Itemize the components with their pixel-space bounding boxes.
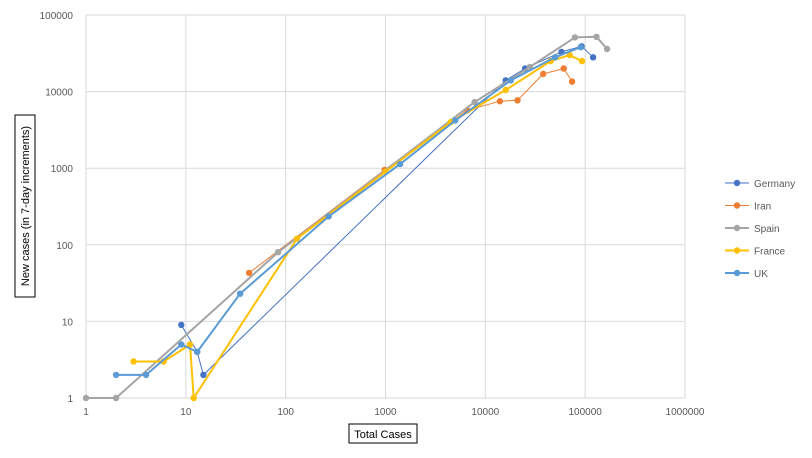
data-point-iran xyxy=(560,65,567,72)
data-point-france xyxy=(293,235,301,242)
y-axis-title-box xyxy=(14,114,36,298)
x-axis-title-box xyxy=(348,423,418,444)
x-tick-label: 100 xyxy=(277,407,294,418)
y-tick-label: 1000 xyxy=(51,164,74,175)
data-point-uk xyxy=(396,160,404,168)
x-tick-label: 10000 xyxy=(471,407,499,418)
data-point-iran xyxy=(245,269,253,277)
y-tick-label: 10000 xyxy=(45,88,73,99)
data-point-uk xyxy=(142,371,150,379)
data-point-uk xyxy=(577,44,584,51)
data-point-uk xyxy=(236,290,244,297)
data-point-iran xyxy=(540,70,547,78)
legend-label-spain: Spain xyxy=(754,224,780,235)
x-tick-label: 1000000 xyxy=(666,407,705,418)
series-spain xyxy=(82,33,611,402)
data-point-uk xyxy=(507,77,514,84)
data-point-france xyxy=(502,86,509,94)
x-tick-label: 10 xyxy=(180,407,192,418)
legend-item-iran: Iran xyxy=(725,202,771,213)
y-tick-label: 100 xyxy=(56,241,73,252)
series-uk xyxy=(112,44,584,379)
data-point-uk xyxy=(112,371,120,379)
y-tick-label: 10 xyxy=(62,317,74,328)
data-point-france xyxy=(186,341,194,348)
legend-label-france: France xyxy=(754,247,786,258)
data-point-spain xyxy=(571,34,579,41)
data-point-france xyxy=(130,358,137,365)
data-point-france xyxy=(566,51,573,59)
data-point-france xyxy=(578,57,586,65)
legend-item-france: France xyxy=(725,247,786,258)
legend-marker-iran xyxy=(733,202,741,209)
y-tick-label: 100000 xyxy=(40,11,74,22)
legend-item-uk: UK xyxy=(725,269,768,280)
y-axis-title-group: New cases (in 7-day increments) xyxy=(14,114,36,298)
data-point-spain xyxy=(82,394,90,402)
legend-item-germany: Germany xyxy=(725,179,795,190)
legend-label-germany: Germany xyxy=(754,179,795,190)
data-point-uk xyxy=(178,341,185,348)
data-point-iran xyxy=(496,98,504,105)
legend-marker-germany xyxy=(733,179,741,187)
data-point-uk xyxy=(551,54,559,61)
data-point-germany xyxy=(200,371,207,379)
x-tick-label: 100000 xyxy=(568,407,602,418)
legend-label-iran: Iran xyxy=(754,202,771,213)
data-point-iran xyxy=(568,78,576,85)
legend-marker-uk xyxy=(733,269,741,277)
legend: Germany Iran Spain France UK xyxy=(725,179,795,280)
data-point-spain xyxy=(603,45,611,53)
legend-marker-spain xyxy=(733,224,741,232)
y-axis-title: New cases (in 7-day increments) xyxy=(20,126,32,286)
series-line-spain xyxy=(86,35,608,399)
gridlines xyxy=(85,14,686,399)
legend-item-spain: Spain xyxy=(725,224,780,235)
data-point-germany xyxy=(589,54,597,61)
data-point-uk xyxy=(452,117,459,124)
x-tick-label: 1 xyxy=(83,407,89,418)
x-axis-title: Total Cases xyxy=(354,429,412,441)
data-point-spain xyxy=(593,33,600,40)
legend-marker-france xyxy=(733,247,741,254)
data-point-uk xyxy=(325,213,332,220)
data-point-uk xyxy=(194,348,201,356)
data-point-france xyxy=(190,394,197,402)
x-axis-title-group: Total Cases xyxy=(348,423,418,444)
data-point-germany xyxy=(178,321,185,329)
y-tick-label: 1 xyxy=(67,394,73,405)
tick-labels: 1 10 100 1000 10000 100000 1000000 1 10 100 1000 10… xyxy=(40,11,705,418)
legend-label-uk: UK xyxy=(754,269,768,280)
data-point-spain xyxy=(471,98,478,106)
data-point-spain xyxy=(274,249,282,256)
series-group xyxy=(82,33,611,402)
data-point-spain xyxy=(112,394,120,402)
data-point-iran xyxy=(514,97,521,104)
x-tick-label: 1000 xyxy=(374,407,397,418)
